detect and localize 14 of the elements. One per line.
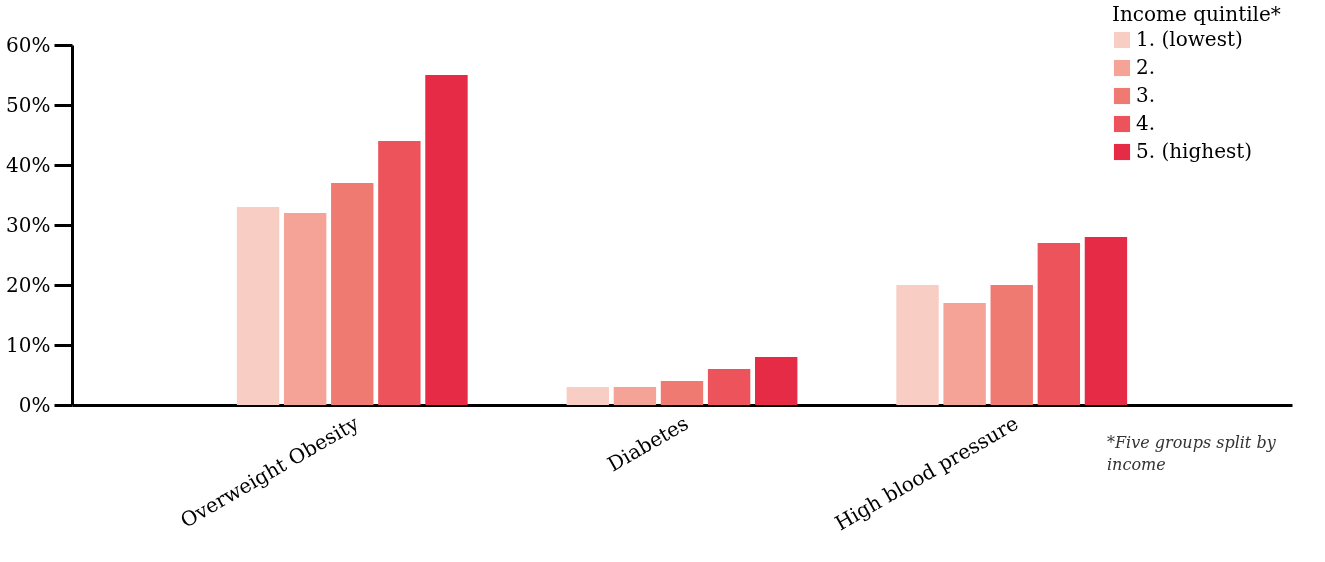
y-tick-label: 40%	[6, 152, 51, 177]
y-tick-label: 30%	[6, 212, 51, 237]
y-tick-label: 60%	[6, 32, 51, 57]
y-tick-label: 10%	[6, 332, 51, 357]
y-tick-label: 50%	[6, 92, 51, 117]
legend-title: Income quintile*	[1112, 2, 1281, 26]
text: *Five groups split by income	[1107, 433, 1277, 474]
y-tick-label: 20%	[6, 272, 51, 297]
legend-label: 2.	[1136, 55, 1156, 79]
legend-label: 3.	[1136, 83, 1156, 107]
legend-label: 5. (highest)	[1136, 139, 1253, 163]
legend-label: 4.	[1136, 111, 1156, 135]
legend-label: 1. (lowest)	[1136, 27, 1243, 51]
y-tick-label: 0%	[18, 392, 51, 417]
